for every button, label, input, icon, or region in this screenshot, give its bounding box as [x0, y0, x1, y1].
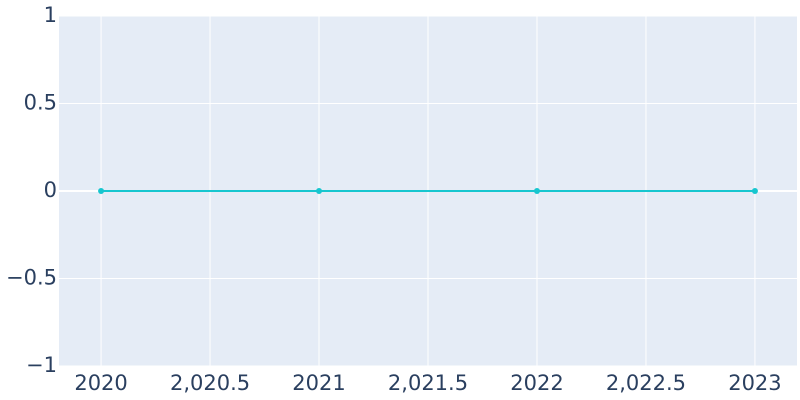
marker	[316, 188, 323, 194]
x-tick-label: 2,022.5	[606, 371, 686, 395]
x-tick-label: 2,020.5	[170, 371, 250, 395]
x-tick-label: 2020	[74, 371, 127, 395]
marker	[533, 188, 540, 194]
x-tick-label: 2,021.5	[388, 371, 468, 395]
x-tick-label: 2022	[510, 371, 563, 395]
y-tick-label: 0.5	[24, 91, 57, 115]
y-tick-label: 0	[44, 178, 57, 202]
x-tick-label: 2023	[728, 371, 781, 395]
marker	[751, 188, 758, 194]
marker	[98, 188, 105, 194]
x-tick-label: 2021	[292, 371, 345, 395]
y-tick-label: −1	[26, 353, 57, 377]
y-tick-label: 1	[44, 3, 57, 27]
y-tick-label: −0.5	[6, 266, 57, 290]
